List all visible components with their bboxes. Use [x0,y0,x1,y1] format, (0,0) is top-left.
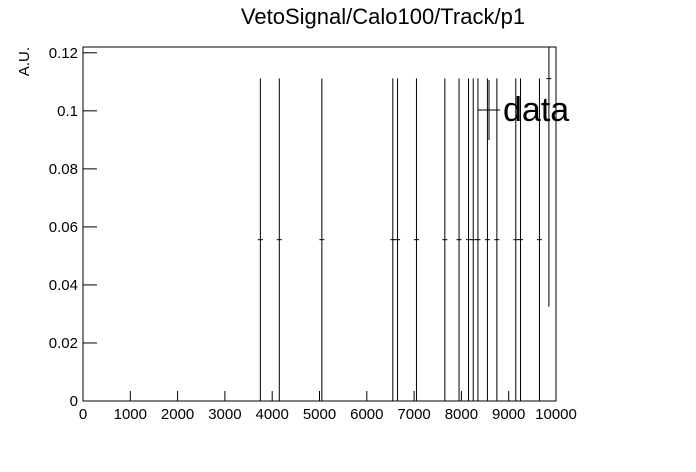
y-tick-label: 0.1 [57,103,78,120]
x-tick-label: 7000 [397,406,430,423]
y-tick-label: 0.04 [49,277,78,294]
x-tick-label: 6000 [350,406,383,423]
x-tick-label: 2000 [161,406,194,423]
chart-title: VetoSignal/Calo100/Track/p1 [241,4,525,29]
x-tick-label: 1000 [114,406,147,423]
y-tick-label: 0 [70,393,78,410]
y-tick-label: 0.12 [49,45,78,62]
legend-label: data [503,91,569,129]
x-tick-label: 8000 [445,406,478,423]
x-tick-label: 0 [79,406,87,423]
x-tick-label: 9000 [492,406,525,423]
x-tick-label: 5000 [303,406,336,423]
y-axis-label: A.U. [16,47,33,76]
plot-area [257,47,552,401]
y-tick-label: 0.02 [49,335,78,352]
y-tick-label: 0.06 [49,219,78,236]
x-tick-label: 3000 [208,406,241,423]
x-tick-label: 10000 [535,406,577,423]
y-tick-label: 0.08 [49,161,78,178]
x-tick-label: 4000 [256,406,289,423]
